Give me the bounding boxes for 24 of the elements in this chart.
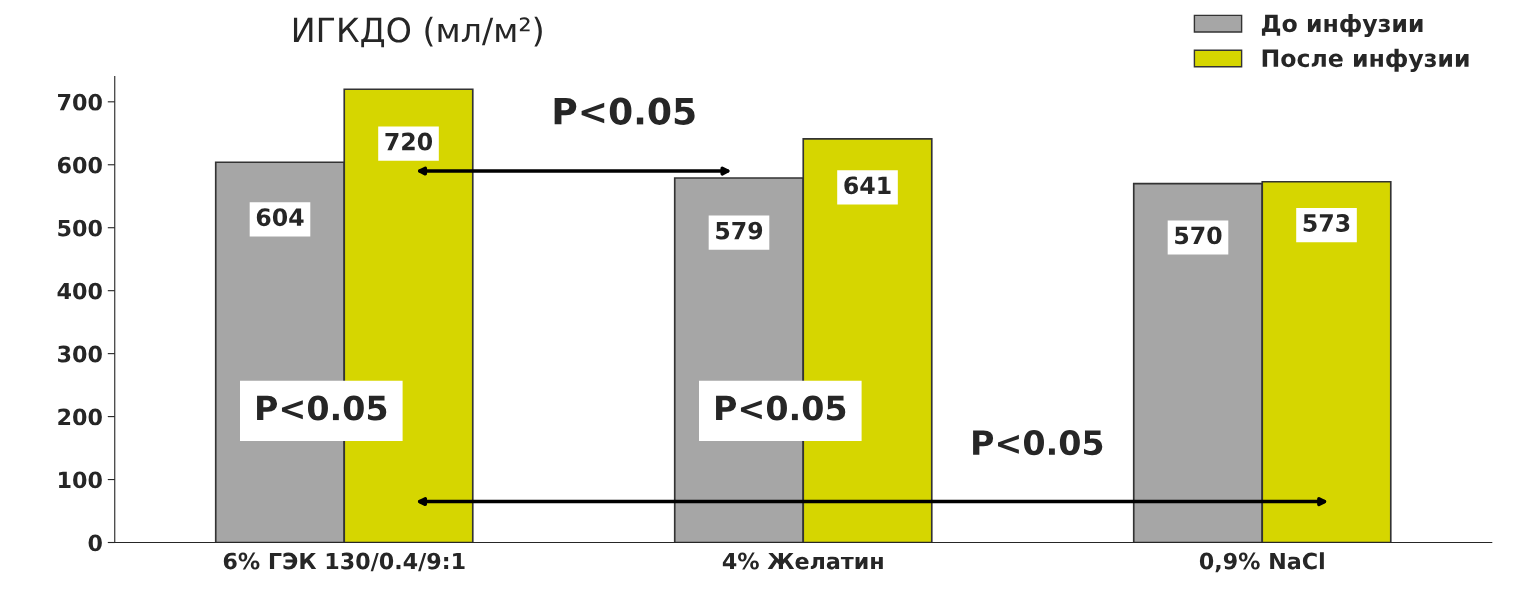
x-tick-label: 4% Желатин [722, 552, 883, 570]
data-label: 604 [256, 208, 304, 227]
chart-title: ИГКДО (мл/м²) [293, 16, 542, 48]
y-tick-label: 0 [88, 534, 102, 552]
data-label: 570 [1175, 226, 1222, 245]
annotation: P<0.05 [257, 395, 387, 421]
y-tick-label: 500 [58, 219, 102, 237]
annotation: P<0.05 [716, 395, 846, 421]
annotation: P<0.05 [554, 97, 695, 125]
data-label: 573 [1303, 214, 1350, 232]
data-label: 720 [385, 132, 433, 151]
x-tick-label: 0,9% NaCl [1199, 552, 1324, 573]
y-tick-label: 100 [59, 471, 102, 489]
data-label: 641 [844, 176, 891, 195]
x-tick-label: 6% ГЭК 130/0.4/9:1 [223, 552, 465, 572]
legend-label: До инфузии [1261, 14, 1423, 38]
legend-label: После инфузии [1262, 48, 1469, 72]
y-tick-label: 400 [57, 282, 102, 300]
y-tick-label: 700 [58, 93, 102, 111]
data-label: 579 [716, 221, 763, 240]
annotation: P<0.05 [973, 430, 1103, 456]
y-tick-label: 200 [58, 408, 102, 426]
y-tick-label: 600 [57, 156, 102, 174]
y-tick-label: 300 [58, 345, 102, 363]
